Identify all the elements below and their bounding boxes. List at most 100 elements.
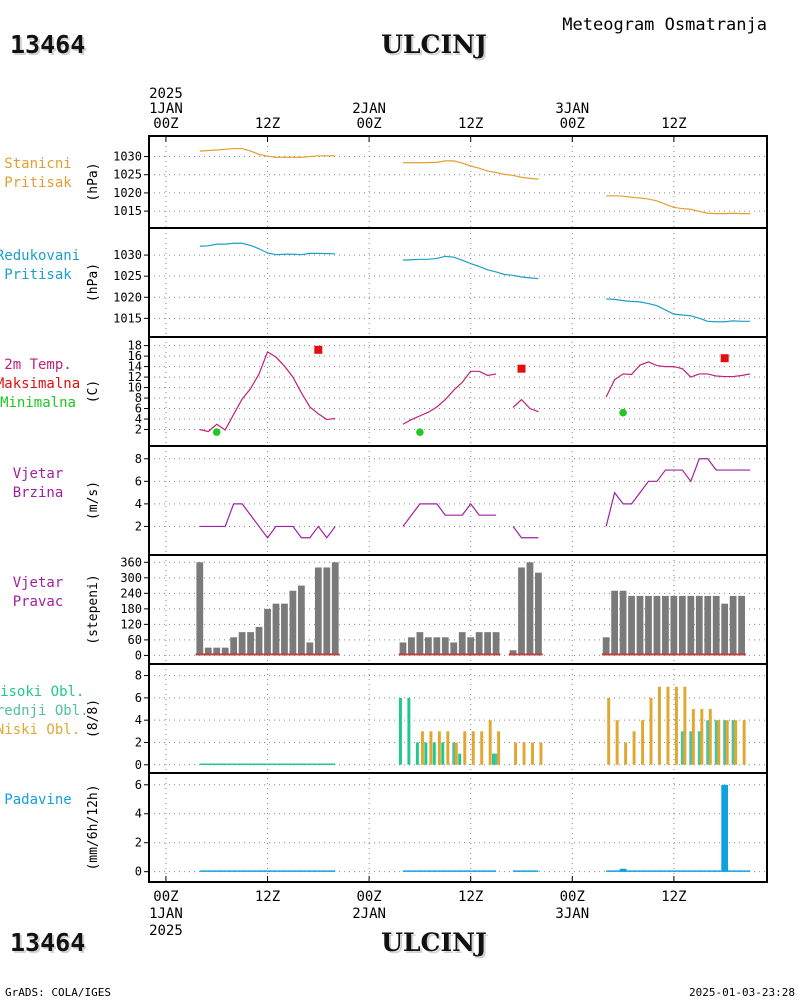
bar: [645, 595, 652, 656]
bar: [398, 697, 402, 765]
x-tick-label-top: 2025: [149, 86, 183, 102]
y-tick-label: 14: [128, 360, 142, 374]
unit-label: (hPa): [86, 162, 101, 201]
panel-reduced-pressure: 1015 1020 1025 1030 (hPa) Redukovani Pritisak: [0, 227, 768, 338]
footer: 13464 13464 ULCINJ ULCINJ GrADS: COLA/IG…: [5, 928, 795, 999]
y-tick-label: 8: [135, 452, 142, 466]
bar: [196, 562, 204, 656]
unit-label: (m/s): [86, 481, 101, 520]
bar: [649, 697, 653, 765]
bar: [539, 742, 543, 765]
bar: [706, 720, 710, 765]
panel-frame: [148, 445, 768, 556]
bar: [734, 720, 738, 765]
panel-frame: [148, 227, 768, 338]
series-line: [512, 174, 539, 180]
panel-label: Pritisak: [4, 175, 72, 191]
bar: [526, 562, 534, 656]
bar: [424, 637, 432, 656]
series-line: [402, 160, 514, 177]
unit-label: (C): [86, 380, 101, 403]
bar: [204, 647, 212, 656]
x-tick-label-bottom: 1JAN: [149, 906, 183, 922]
bar: [452, 742, 456, 765]
bar: [611, 590, 619, 656]
x-tick-label-bottom: 12Z: [458, 889, 483, 905]
plot-area: 1015102010251030(hPa)StanicniPritisak101…: [0, 86, 768, 939]
bar: [437, 731, 441, 765]
bar: [494, 753, 498, 765]
bar: [433, 637, 441, 656]
y-tick-label: 0: [135, 758, 142, 772]
y-tick-label: 1025: [113, 168, 142, 182]
y-tick-label: 18: [128, 339, 142, 353]
bar: [514, 742, 518, 765]
bar: [683, 686, 687, 765]
bar: [458, 753, 462, 765]
panel-label: 2m Temp.: [4, 357, 71, 373]
y-tick-label: 360: [120, 555, 142, 569]
bar: [297, 585, 305, 656]
y-tick-label: 4: [135, 713, 142, 727]
bar: [407, 697, 411, 765]
series-line: [199, 351, 336, 433]
bar: [488, 720, 492, 765]
bar: [670, 595, 678, 656]
x-tick-label-bottom: 2JAN: [352, 906, 386, 922]
bar: [480, 731, 484, 765]
y-tick-label: 1020: [113, 290, 142, 304]
x-tick-label-top: 12Z: [255, 116, 280, 132]
panel-label: Pritisak: [4, 267, 72, 283]
bar: [721, 784, 729, 872]
bar: [721, 603, 729, 656]
bar: [628, 595, 635, 656]
bar: [314, 567, 322, 656]
bar: [323, 567, 331, 656]
bar: [420, 731, 424, 765]
y-tick-label: 1030: [113, 248, 142, 262]
bar: [454, 742, 458, 765]
bar: [492, 753, 496, 765]
bar: [662, 595, 669, 656]
panel-station-pressure: 1015 1020 1025 1030 (hPa) Stanicni Pritisak: [4, 135, 768, 229]
bar: [607, 697, 611, 765]
panel-label: Redukovani: [0, 248, 80, 264]
y-tick-label: 8: [135, 669, 142, 683]
x-tick-label-top: 00Z: [560, 116, 585, 132]
series-line: [199, 503, 336, 539]
station-id-shadow: 13464: [12, 32, 87, 61]
bar: [399, 642, 407, 656]
x-tick-label-top: 1JAN: [149, 101, 183, 117]
x-tick-label-bottom: 12Z: [661, 889, 686, 905]
series-line: [199, 242, 336, 256]
bar: [689, 731, 693, 765]
y-tick-label: 4: [135, 412, 142, 426]
x-tick-label-bottom: 2025: [149, 923, 183, 939]
x-tick-label-top: 12Z: [458, 116, 483, 132]
series-line: [605, 458, 751, 527]
bar: [230, 637, 238, 656]
bar: [467, 637, 475, 656]
bar: [432, 742, 436, 765]
bar: [497, 731, 501, 765]
y-tick-label: 6: [135, 778, 142, 792]
bar: [463, 731, 467, 765]
y-tick-label: 120: [120, 617, 142, 631]
unit-label: (stepeni): [86, 574, 101, 644]
tmin-marker: [619, 408, 627, 417]
panel-frame: [148, 772, 768, 883]
bar: [691, 709, 695, 765]
y-tick-label: 8: [135, 391, 142, 405]
y-tick-label: 6: [135, 474, 142, 488]
panel-label: Srednji Obl.: [0, 703, 89, 719]
bar: [531, 742, 534, 765]
y-tick-label: 2: [135, 519, 142, 533]
bar: [602, 637, 610, 656]
station-name: ULCINJ: [381, 30, 487, 59]
x-tick-label-top: 00Z: [153, 116, 178, 132]
header: 13464 13464 ULCINJ ULCINJ Meteogram Osma…: [10, 15, 767, 61]
y-tick-label: 6: [135, 691, 142, 705]
bar: [247, 632, 254, 656]
bar: [641, 720, 645, 765]
y-tick-label: 6: [135, 402, 142, 416]
